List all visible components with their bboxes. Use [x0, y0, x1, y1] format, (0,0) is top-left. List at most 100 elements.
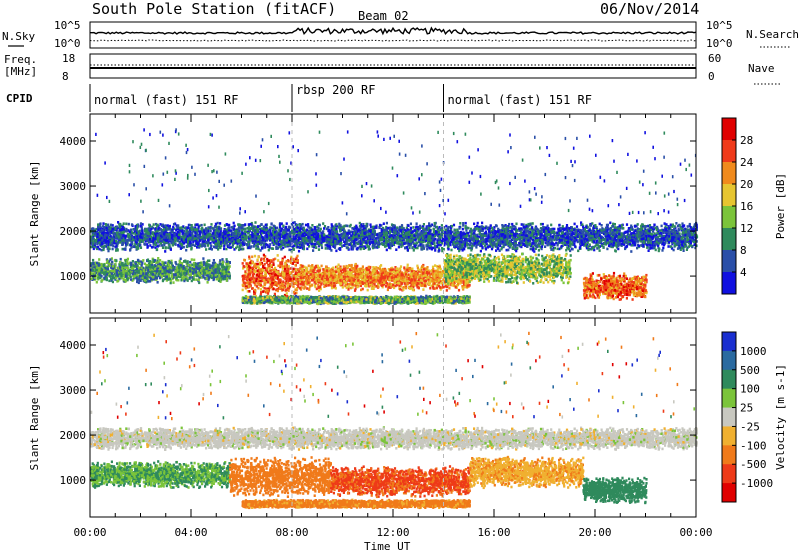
data-cell [312, 249, 314, 252]
data-cell [599, 249, 601, 252]
data-cell [388, 246, 390, 249]
data-cell [674, 230, 676, 233]
data-cell [293, 248, 295, 251]
data-cell [690, 244, 692, 247]
data-cell [335, 223, 337, 226]
data-cell [647, 237, 649, 240]
data-cell [499, 245, 501, 248]
data-cell [101, 249, 103, 252]
data-cell [231, 226, 233, 229]
data-cell [606, 232, 608, 235]
data-cell [664, 222, 666, 225]
station-title: South Pole Station [92, 0, 255, 18]
data-cell [210, 230, 212, 233]
data-cell [670, 224, 672, 227]
data-cell [321, 247, 323, 250]
data-cell [272, 239, 274, 242]
data-cell [389, 231, 391, 234]
data-cell [614, 226, 616, 229]
data-cell [244, 230, 246, 233]
data-cell [590, 224, 592, 227]
data-cell [479, 233, 481, 236]
data-cell [255, 226, 257, 229]
freq-left-tick-top: 18 [62, 52, 75, 65]
data-cell [268, 249, 270, 252]
data-cell [192, 244, 194, 247]
data-cell [165, 247, 167, 250]
data-cell [90, 246, 92, 249]
data-cell [550, 224, 552, 227]
data-cell [317, 241, 319, 244]
data-cell [386, 222, 388, 225]
cpid-segment-label: normal (fast) 151 RF [448, 93, 593, 107]
data-cell [677, 225, 679, 228]
data-cell [183, 242, 185, 245]
data-cell [586, 239, 588, 242]
data-cell [358, 228, 360, 231]
data-cell [552, 230, 554, 233]
data-cell [601, 244, 603, 247]
data-cell [479, 230, 481, 233]
data-cell [279, 226, 281, 229]
data-cell [325, 247, 327, 250]
data-cell [386, 229, 388, 232]
data-cell [247, 247, 249, 250]
data-cell [650, 247, 652, 250]
data-cell [446, 243, 448, 246]
noise-traces [90, 28, 696, 41]
data-cell [511, 223, 513, 226]
data-cell [144, 243, 146, 246]
data-cell [168, 227, 170, 230]
data-cell [448, 245, 450, 248]
data-cell [642, 245, 644, 248]
data-cell [683, 224, 685, 227]
data-cell [105, 223, 107, 226]
data-cell [532, 239, 534, 242]
data-cell [214, 246, 216, 249]
data-cell [531, 242, 533, 245]
data-cell [284, 234, 286, 237]
data-cell [270, 233, 272, 236]
data-cell [310, 243, 312, 246]
data-cell [225, 248, 227, 251]
data-cell [356, 247, 358, 250]
data-cell [562, 225, 564, 228]
data-cell [355, 225, 357, 228]
data-cell [106, 227, 108, 230]
data-cell [201, 224, 203, 227]
data-cell [241, 229, 243, 232]
noise-search-label: N.Search [746, 28, 799, 41]
data-cell [131, 223, 133, 226]
data-cell [550, 231, 552, 234]
data-cell [654, 224, 656, 227]
data-cell [523, 226, 525, 229]
data-cell [655, 249, 657, 252]
data-cell [151, 246, 153, 249]
data-cell [191, 224, 193, 227]
data-cell [298, 250, 300, 253]
data-cell [429, 245, 431, 248]
data-cell [608, 244, 610, 247]
data-cell [307, 243, 309, 246]
data-cell [434, 249, 436, 252]
data-cell [462, 228, 464, 231]
data-cell [315, 246, 317, 249]
data-cell [117, 221, 119, 224]
data-cell [630, 250, 632, 253]
data-cell [224, 224, 226, 227]
data-cell [684, 245, 686, 248]
data-cell [257, 225, 259, 228]
data-cell [210, 223, 212, 226]
data-cell [525, 225, 527, 228]
data-cell [362, 228, 364, 231]
data-cell [612, 223, 614, 226]
data-cell [285, 226, 287, 229]
data-cell [606, 248, 608, 251]
data-cell [450, 249, 452, 252]
data-cell [557, 228, 559, 231]
data-cell [578, 233, 580, 236]
data-cell [203, 244, 205, 247]
data-cell [144, 235, 146, 238]
data-cell [239, 246, 241, 249]
